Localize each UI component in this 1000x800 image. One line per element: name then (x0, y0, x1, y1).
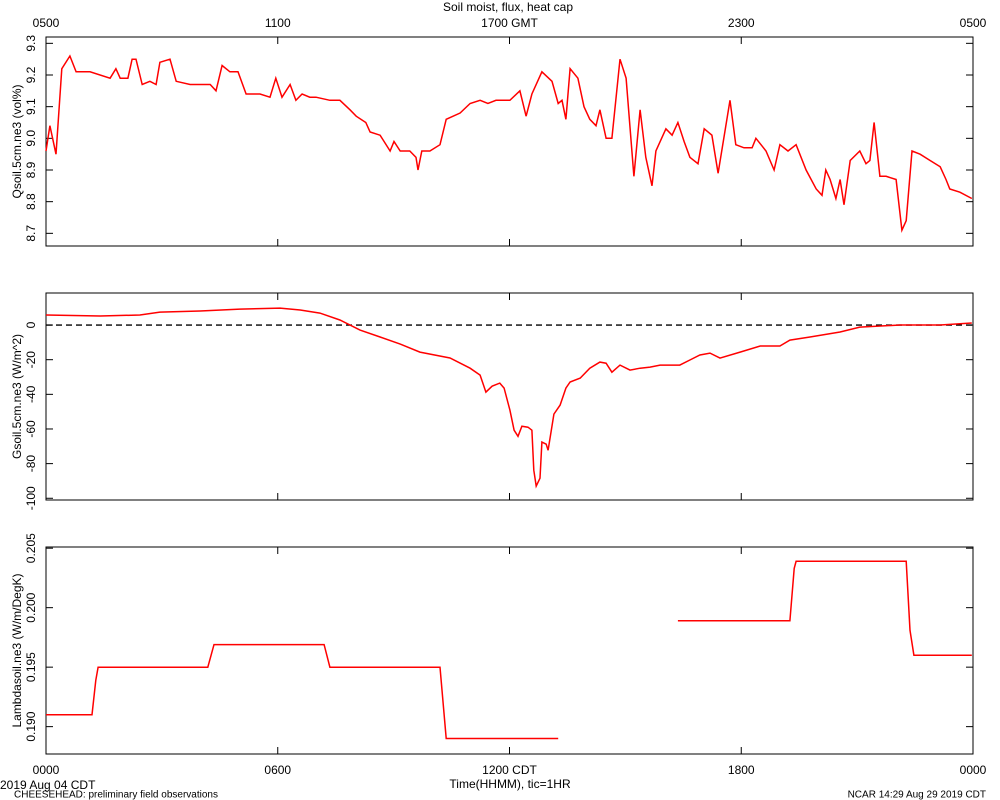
chart-title: Soil moist, flux, heat cap (443, 0, 573, 14)
plot-frame (45, 546, 974, 755)
x2-tick-label: 0500 (960, 16, 987, 30)
x2-tick-label: 1100 (265, 16, 291, 30)
y-tick-label: 9.2 (24, 66, 38, 83)
footer-right: NCAR 14:29 Aug 29 2019 CDT (848, 790, 986, 800)
y-tick-label: -20 (24, 351, 38, 369)
y-tick-label: 8.8 (24, 193, 38, 210)
y-tick-label: 0.195 (24, 652, 38, 682)
data-line (45, 307, 972, 489)
y-axis-label: Lambdasoil.ne3 (W/m/DegK) (10, 573, 24, 727)
y-tick-label: 9.0 (24, 130, 38, 147)
date-label: 2019 Aug 04 CDT (0, 778, 96, 792)
y-axis-label: Qsoil.5cm.ne3 (vol%) (10, 84, 24, 198)
y-tick-label: 9.3 (24, 35, 38, 52)
y-tick-label: 9.1 (24, 98, 38, 115)
y-tick-label: 0 (24, 321, 38, 328)
x-axis-label: Time(HHMM), tic=1HR (449, 777, 571, 791)
y-tick-label: 0.190 (24, 711, 38, 741)
y-tick-label: 8.7 (24, 225, 38, 242)
y-tick-label: -40 (24, 385, 38, 403)
y-tick-label: 8.9 (24, 161, 38, 178)
x-tick-label: 0000 (960, 763, 987, 777)
y-tick-label: 0.205 (24, 533, 38, 563)
plot-frame (45, 292, 974, 501)
footer-left: CHEESEHEAD: preliminary field observatio… (14, 790, 218, 800)
y-tick-label: -100 (24, 486, 38, 510)
x2-tick-label: 0500 (33, 16, 60, 30)
plot-frame (45, 36, 974, 247)
x2-tick-label: 2300 (728, 16, 755, 30)
x-tick-label: 1200 CDT (482, 763, 537, 777)
y-axis-label: Gsoil.5cm.ne3 (W/m^2) (10, 334, 24, 459)
x-tick-label: 1800 (728, 763, 755, 777)
data-line (46, 560, 972, 740)
x-tick-label: 0000 (33, 763, 60, 777)
y-tick-label: -80 (24, 455, 38, 473)
y-tick-label: 0.200 (24, 592, 38, 622)
x-tick-label: 0600 (264, 763, 291, 777)
data-line (45, 54, 973, 233)
x2-tick-label: 1700 GMT (481, 16, 538, 30)
y-tick-label: -60 (24, 420, 38, 438)
